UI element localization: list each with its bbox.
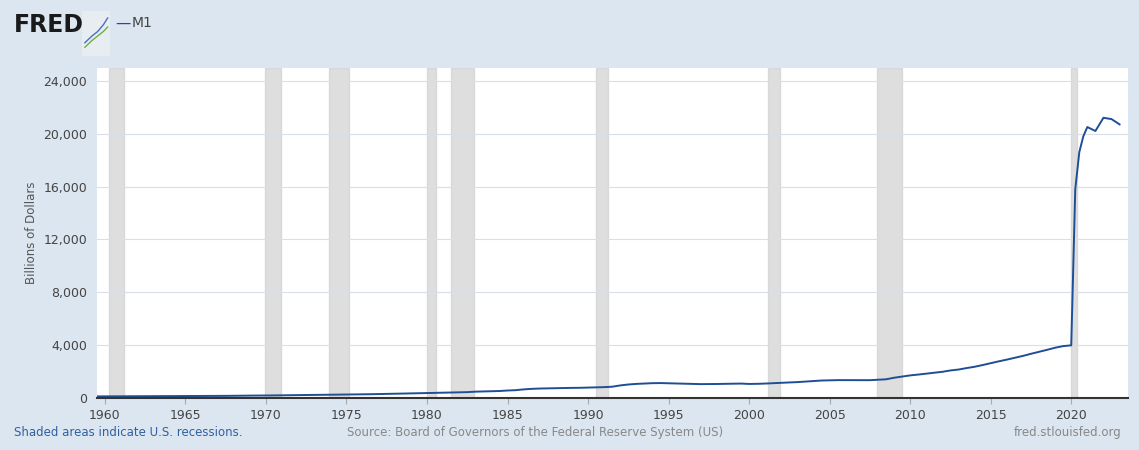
Bar: [451, 68, 474, 398]
Text: —: —: [115, 16, 130, 31]
Text: fred.stlouisfed.org: fred.stlouisfed.org: [1014, 426, 1122, 439]
Bar: [329, 68, 350, 398]
Bar: [877, 68, 902, 398]
Text: Shaded areas indicate U.S. recessions.: Shaded areas indicate U.S. recessions.: [14, 426, 243, 439]
Bar: [768, 68, 780, 398]
Text: Source: Board of Governors of the Federal Reserve System (US): Source: Board of Governors of the Federa…: [347, 426, 723, 439]
Bar: [427, 68, 436, 398]
Text: M1: M1: [132, 16, 153, 30]
Bar: [264, 68, 280, 398]
Bar: [1072, 68, 1076, 398]
Text: FRED: FRED: [14, 14, 83, 37]
Y-axis label: Billions of Dollars: Billions of Dollars: [25, 182, 38, 284]
Bar: [109, 68, 124, 398]
Bar: [596, 68, 608, 398]
